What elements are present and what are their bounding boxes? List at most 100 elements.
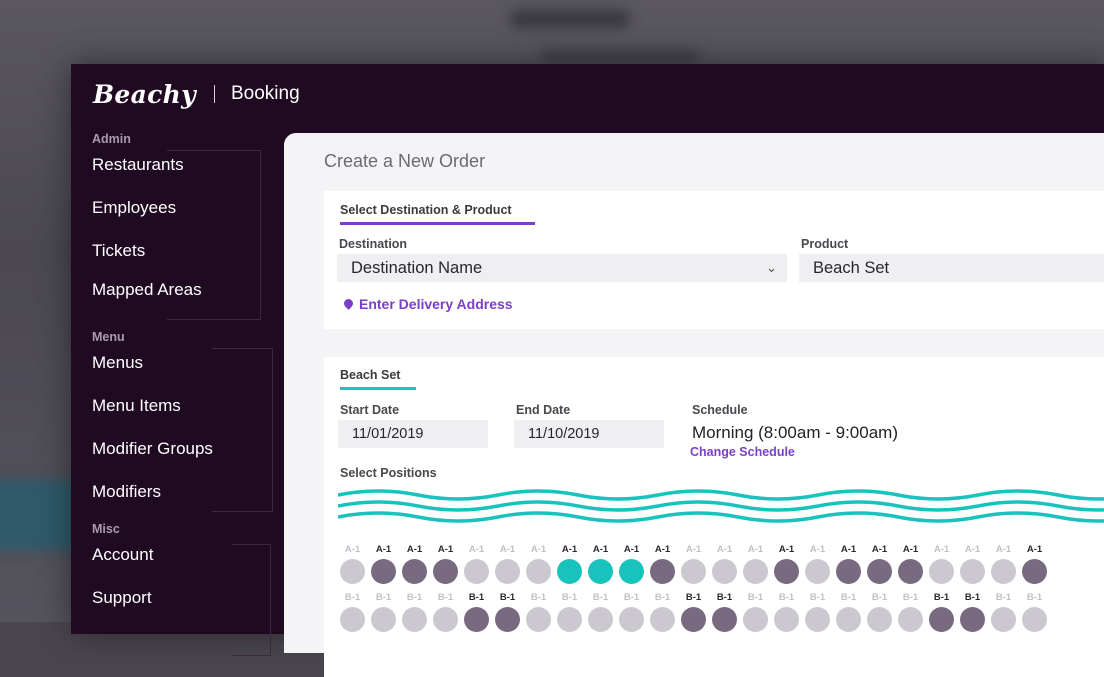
seat-selected[interactable] xyxy=(588,559,613,584)
nav-section-misc: Misc xyxy=(92,522,120,536)
destination-label: Destination xyxy=(339,237,408,251)
product-label: Product xyxy=(801,237,849,251)
sidebar-item-tickets[interactable]: Tickets xyxy=(92,241,146,260)
sidebar-item-modifier-groups[interactable]: Modifier Groups xyxy=(92,439,213,458)
seat-label: B-1 xyxy=(840,592,857,603)
location-pin-icon xyxy=(342,297,355,310)
seat-available[interactable] xyxy=(867,607,892,632)
change-schedule-link[interactable]: Change Schedule xyxy=(690,445,795,459)
seat-label: B-1 xyxy=(1026,592,1043,603)
seat-available[interactable] xyxy=(743,559,768,584)
seat-label: B-1 xyxy=(499,592,516,603)
sidebar-item-account[interactable]: Account xyxy=(92,545,154,564)
seat-label: B-1 xyxy=(747,592,764,603)
sidebar-item-support[interactable]: Support xyxy=(92,588,152,607)
seat-available[interactable] xyxy=(526,607,551,632)
seat-label: B-1 xyxy=(902,592,919,603)
sidebar-item-mapped-areas[interactable]: Mapped Areas xyxy=(92,280,202,299)
seat-available[interactable] xyxy=(340,607,365,632)
seat-occupied[interactable] xyxy=(836,559,861,584)
seat-label: B-1 xyxy=(623,592,640,603)
destination-card: Select Destination & Product Destination… xyxy=(324,191,1104,329)
seat-label: B-1 xyxy=(592,592,609,603)
seat-occupied[interactable] xyxy=(712,607,737,632)
seat-available[interactable] xyxy=(960,559,985,584)
seat-occupied[interactable] xyxy=(650,559,675,584)
seat-occupied[interactable] xyxy=(433,559,458,584)
seat-occupied[interactable] xyxy=(402,559,427,584)
product-value: Beach Set xyxy=(813,259,890,277)
seat-occupied[interactable] xyxy=(681,607,706,632)
seat-available[interactable] xyxy=(557,607,582,632)
sidebar-item-employees[interactable]: Employees xyxy=(92,198,177,217)
seat-label: B-1 xyxy=(716,592,733,603)
seat-available[interactable] xyxy=(991,559,1016,584)
seat-available[interactable] xyxy=(588,607,613,632)
app-header: Beachy Booking xyxy=(93,74,300,114)
seat-available[interactable] xyxy=(774,607,799,632)
seat-occupied[interactable] xyxy=(1022,559,1047,584)
seat-occupied[interactable] xyxy=(960,607,985,632)
enter-delivery-address-link[interactable]: Enter Delivery Address xyxy=(342,296,513,312)
beachy-logo[interactable]: Beachy xyxy=(93,79,196,109)
product-field[interactable]: Beach Set xyxy=(799,254,1104,282)
seat-available[interactable] xyxy=(1022,607,1047,632)
seat-label: A-1 xyxy=(437,544,454,555)
nav-bracket xyxy=(212,348,273,512)
seat-label: A-1 xyxy=(778,544,795,555)
nav-section-admin: Admin xyxy=(92,132,131,146)
seat-available[interactable] xyxy=(619,607,644,632)
seat-available[interactable] xyxy=(712,559,737,584)
seat-label: A-1 xyxy=(344,544,361,555)
tab-active-indicator xyxy=(340,222,535,225)
seat-label: A-1 xyxy=(995,544,1012,555)
seat-available[interactable] xyxy=(340,559,365,584)
seat-available[interactable] xyxy=(650,607,675,632)
sidebar-item-modifiers[interactable]: Modifiers xyxy=(92,482,161,501)
seat-label: A-1 xyxy=(933,544,950,555)
delivery-link-label: Enter Delivery Address xyxy=(359,296,513,312)
seat-selected[interactable] xyxy=(557,559,582,584)
sidebar-item-restaurants[interactable]: Restaurants xyxy=(92,155,184,174)
header-divider xyxy=(213,85,215,103)
seat-occupied[interactable] xyxy=(898,559,923,584)
seat-available[interactable] xyxy=(805,607,830,632)
seat-occupied[interactable] xyxy=(371,559,396,584)
seat-available[interactable] xyxy=(464,559,489,584)
booking-card: Beach Set Start Date 11/01/2019 End Date… xyxy=(324,357,1104,677)
start-date-input[interactable]: 11/01/2019 xyxy=(338,420,488,448)
seat-available[interactable] xyxy=(495,559,520,584)
seat-available[interactable] xyxy=(402,607,427,632)
seat-label: A-1 xyxy=(840,544,857,555)
seat-occupied[interactable] xyxy=(929,607,954,632)
seat-occupied[interactable] xyxy=(774,559,799,584)
seat-available[interactable] xyxy=(836,607,861,632)
tab-active-indicator xyxy=(340,387,416,390)
seat-occupied[interactable] xyxy=(867,559,892,584)
chevron-down-icon: ⌄ xyxy=(766,260,777,275)
seat-occupied[interactable] xyxy=(464,607,489,632)
sidebar-item-menus[interactable]: Menus xyxy=(92,353,144,372)
tab-beach-set[interactable]: Beach Set xyxy=(340,368,401,382)
seat-label: A-1 xyxy=(964,544,981,555)
end-date-label: End Date xyxy=(516,403,571,417)
seat-available[interactable] xyxy=(743,607,768,632)
start-date-label: Start Date xyxy=(340,403,400,417)
sidebar-item-menu-items[interactable]: Menu Items xyxy=(92,396,181,415)
tab-select-destination[interactable]: Select Destination & Product xyxy=(340,203,512,217)
seat-available[interactable] xyxy=(433,607,458,632)
seat-available[interactable] xyxy=(526,559,551,584)
seat-available[interactable] xyxy=(991,607,1016,632)
destination-select[interactable]: Destination Name ⌄ xyxy=(337,254,787,282)
seat-selected[interactable] xyxy=(619,559,644,584)
end-date-input[interactable]: 11/10/2019 xyxy=(514,420,664,448)
seat-label: A-1 xyxy=(375,544,392,555)
seat-occupied[interactable] xyxy=(495,607,520,632)
seat-label: B-1 xyxy=(530,592,547,603)
seat-available[interactable] xyxy=(371,607,396,632)
page-title: Create a New Order xyxy=(324,151,486,171)
seat-available[interactable] xyxy=(681,559,706,584)
seat-available[interactable] xyxy=(805,559,830,584)
seat-available[interactable] xyxy=(929,559,954,584)
seat-available[interactable] xyxy=(898,607,923,632)
